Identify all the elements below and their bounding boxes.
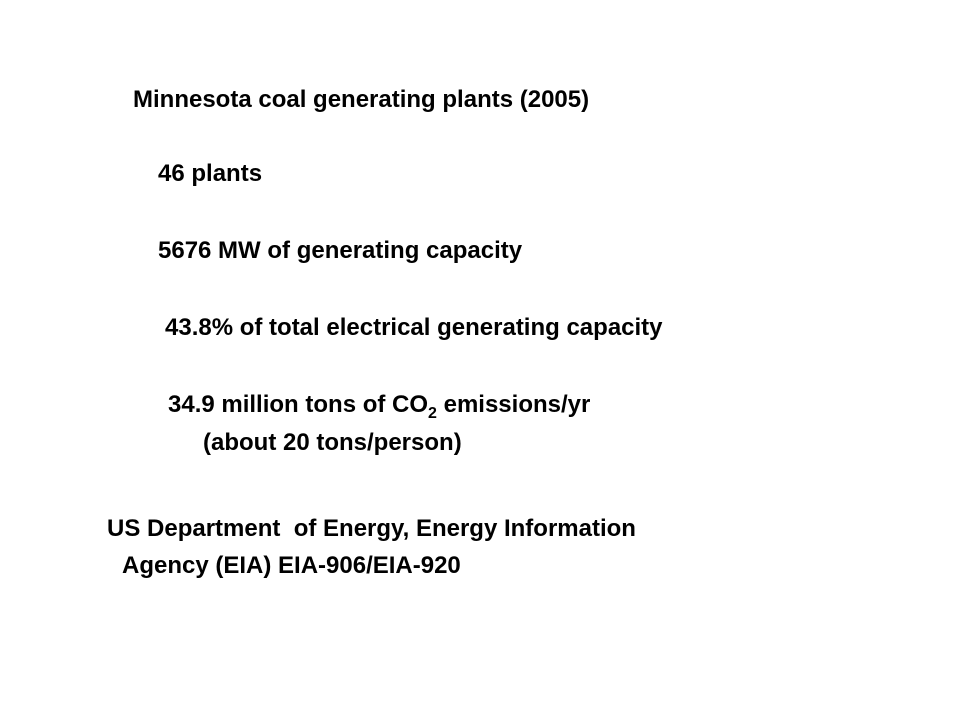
fact-text: emissions/yr [436,391,591,418]
fact: 5676 MW of generating capacity [158,237,523,264]
fact-text: 34.9 million tons of CO [168,391,429,418]
fact: 43.8% of total electrical generating cap… [165,314,663,341]
fact: 34.9 million tons of CO2 emissions/yr [168,391,591,422]
slide-title: Minnesota coal generating plants (2005) [133,86,590,113]
source: US Department of Energy, Energy Informat… [107,515,636,542]
fact: 46 plants [158,160,263,187]
source: Agency (EIA) EIA-906/EIA-920 [122,552,461,579]
fact-note: (about 20 tons/person) [203,429,462,456]
subscript: 2 [428,405,437,422]
